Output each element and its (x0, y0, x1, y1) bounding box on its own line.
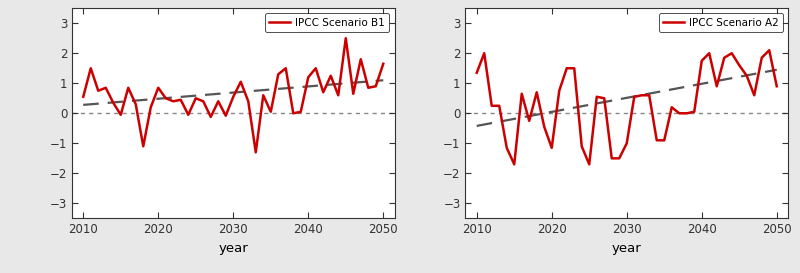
IPCC Scenario B1 (349, 92, 358, 96)
IPCC Scenario A2 (757, 56, 766, 60)
IPCC Scenario B1 (229, 95, 238, 99)
X-axis label: year: year (218, 242, 248, 255)
IPCC Scenario B1 (214, 100, 223, 103)
IPCC Scenario B1 (123, 86, 133, 90)
IPCC Scenario B1 (183, 113, 193, 116)
IPCC Scenario A2 (637, 94, 646, 97)
Legend: IPCC Scenario B1: IPCC Scenario B1 (265, 13, 390, 32)
IPCC Scenario B1 (169, 100, 178, 103)
IPCC Scenario B1 (101, 86, 110, 90)
IPCC Scenario A2 (614, 157, 624, 160)
IPCC Scenario B1 (131, 103, 141, 106)
IPCC Scenario B1 (371, 85, 381, 88)
IPCC Scenario B1 (356, 58, 366, 61)
IPCC Scenario A2 (525, 119, 534, 122)
IPCC Scenario B1 (191, 97, 201, 100)
IPCC Scenario B1 (198, 100, 208, 103)
IPCC Scenario A2 (742, 74, 751, 78)
IPCC Scenario B1 (281, 67, 290, 70)
IPCC Scenario A2 (494, 104, 504, 108)
IPCC Scenario B1 (176, 98, 186, 102)
IPCC Scenario A2 (674, 112, 684, 115)
IPCC Scenario B1 (161, 97, 170, 100)
IPCC Scenario B1 (236, 80, 246, 84)
IPCC Scenario B1 (289, 112, 298, 115)
IPCC Scenario A2 (719, 56, 729, 60)
IPCC Scenario A2 (607, 157, 617, 160)
IPCC Scenario A2 (517, 92, 526, 96)
IPCC Scenario A2 (510, 163, 519, 166)
IPCC Scenario A2 (547, 146, 557, 150)
IPCC Scenario A2 (667, 106, 677, 109)
Line: IPCC Scenario B1: IPCC Scenario B1 (83, 38, 383, 152)
IPCC Scenario A2 (652, 139, 662, 142)
IPCC Scenario B1 (311, 67, 321, 70)
IPCC Scenario B1 (378, 62, 388, 66)
IPCC Scenario A2 (630, 95, 639, 99)
IPCC Scenario A2 (712, 85, 722, 88)
IPCC Scenario B1 (251, 151, 261, 154)
IPCC Scenario B1 (363, 86, 373, 90)
IPCC Scenario A2 (727, 52, 737, 55)
IPCC Scenario B1 (334, 94, 343, 97)
IPCC Scenario A2 (734, 64, 744, 67)
IPCC Scenario B1 (146, 106, 155, 109)
IPCC Scenario B1 (154, 86, 163, 90)
IPCC Scenario A2 (472, 71, 482, 75)
IPCC Scenario A2 (487, 104, 497, 108)
IPCC Scenario B1 (318, 91, 328, 94)
IPCC Scenario A2 (554, 89, 564, 92)
IPCC Scenario A2 (532, 91, 542, 94)
IPCC Scenario B1 (116, 113, 126, 116)
Legend: IPCC Scenario A2: IPCC Scenario A2 (658, 13, 782, 32)
X-axis label: year: year (612, 242, 642, 255)
IPCC Scenario B1 (94, 89, 103, 92)
IPCC Scenario B1 (221, 114, 230, 117)
IPCC Scenario B1 (274, 73, 283, 76)
IPCC Scenario A2 (502, 146, 511, 150)
IPCC Scenario A2 (697, 59, 706, 63)
IPCC Scenario B1 (266, 110, 275, 114)
IPCC Scenario B1 (326, 74, 335, 78)
IPCC Scenario B1 (341, 37, 350, 40)
IPCC Scenario B1 (243, 100, 253, 103)
Line: IPCC Scenario A2: IPCC Scenario A2 (477, 50, 777, 164)
IPCC Scenario A2 (599, 97, 609, 100)
IPCC Scenario B1 (258, 94, 268, 97)
IPCC Scenario A2 (645, 94, 654, 97)
IPCC Scenario B1 (78, 95, 88, 99)
IPCC Scenario B1 (206, 115, 215, 118)
IPCC Scenario A2 (690, 110, 699, 114)
IPCC Scenario A2 (750, 94, 759, 97)
IPCC Scenario A2 (539, 125, 549, 129)
IPCC Scenario B1 (296, 110, 306, 114)
IPCC Scenario A2 (585, 163, 594, 166)
IPCC Scenario B1 (86, 67, 95, 70)
IPCC Scenario A2 (577, 145, 586, 148)
IPCC Scenario A2 (562, 67, 571, 70)
IPCC Scenario A2 (772, 85, 782, 88)
IPCC Scenario A2 (622, 142, 631, 145)
IPCC Scenario B1 (138, 145, 148, 148)
IPCC Scenario B1 (109, 101, 118, 105)
IPCC Scenario A2 (570, 67, 579, 70)
IPCC Scenario A2 (592, 95, 602, 99)
IPCC Scenario A2 (682, 112, 691, 115)
IPCC Scenario A2 (659, 139, 669, 142)
IPCC Scenario A2 (705, 52, 714, 55)
IPCC Scenario B1 (303, 76, 313, 79)
IPCC Scenario A2 (479, 52, 489, 55)
IPCC Scenario A2 (765, 49, 774, 52)
